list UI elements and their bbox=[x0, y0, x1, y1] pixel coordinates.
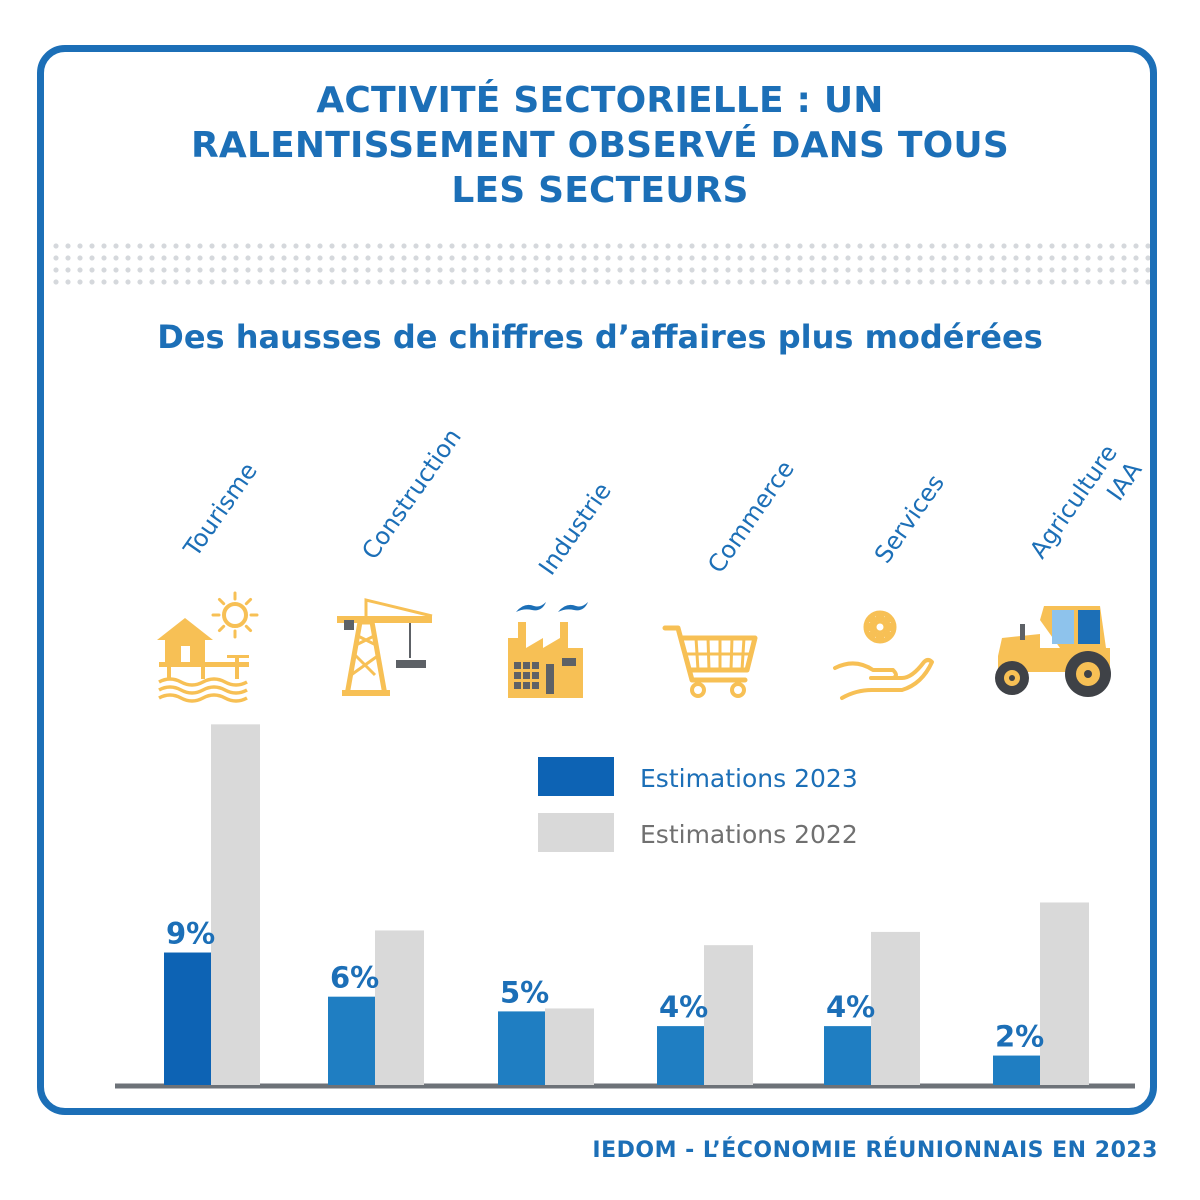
category-label-0: Tourisme bbox=[178, 457, 263, 562]
title-line-3: LES SECTEURS bbox=[451, 170, 749, 211]
category-label-text: Construction bbox=[356, 423, 467, 564]
footer-credit: IEDOM - L’ÉCONOMIE RÉUNIONNAIS EN 2023 bbox=[592, 1138, 1158, 1163]
bar-2022-0 bbox=[211, 724, 260, 1085]
bar-2023-2 bbox=[498, 1011, 545, 1085]
value-label-0: 9% bbox=[166, 917, 215, 951]
bar-2023-0 bbox=[164, 952, 211, 1085]
beach-house-icon bbox=[157, 591, 259, 703]
bar-2023-5 bbox=[993, 1055, 1040, 1085]
legend-label-2023: Estimations 2023 bbox=[640, 764, 858, 793]
value-label-4: 4% bbox=[826, 990, 875, 1024]
factory-icon bbox=[508, 602, 588, 698]
category-label-text: Commerce bbox=[702, 455, 800, 578]
value-label-5: 2% bbox=[995, 1020, 1044, 1054]
bar-2023-4 bbox=[824, 1026, 871, 1085]
category-label-text: Agriculture bbox=[1024, 439, 1123, 563]
title-line-1: ACTIVITÉ SECTORIELLE : UN bbox=[316, 80, 884, 121]
category-label-text: Services bbox=[869, 469, 950, 568]
value-label-2: 5% bbox=[500, 975, 549, 1009]
dotted-divider bbox=[50, 240, 1150, 288]
bar-2022-4 bbox=[871, 931, 920, 1085]
bar-2022-2 bbox=[545, 1008, 594, 1085]
shopping-cart-icon bbox=[662, 625, 758, 698]
bar-2022-5 bbox=[1040, 902, 1089, 1085]
category-label-2: Industrie bbox=[533, 477, 617, 580]
card-frame bbox=[37, 45, 1157, 1115]
chart-subtitle: Des hausses de chiffres d’affaires plus … bbox=[157, 318, 1043, 356]
value-label-1: 6% bbox=[330, 961, 379, 995]
category-label-text: Industrie bbox=[533, 477, 617, 580]
tractor-icon bbox=[995, 606, 1111, 697]
legend-label-2022: Estimations 2022 bbox=[640, 820, 858, 849]
bar-2023-1 bbox=[328, 996, 375, 1085]
legend-swatch-2022 bbox=[538, 813, 614, 852]
crane-icon bbox=[337, 598, 433, 696]
category-label-4: Services bbox=[869, 469, 950, 568]
title-line-2: RALENTISSEMENT OBSERVÉ DANS TOUS bbox=[191, 125, 1009, 166]
gear-hand-icon bbox=[833, 610, 934, 700]
category-label-text: Tourisme bbox=[178, 457, 263, 562]
category-label-3: Commerce bbox=[702, 455, 800, 578]
category-label-1: Construction bbox=[356, 423, 467, 564]
bar-2022-3 bbox=[704, 945, 753, 1085]
value-label-3: 4% bbox=[659, 990, 708, 1024]
bar-2022-1 bbox=[375, 930, 424, 1085]
bar-2023-3 bbox=[657, 1026, 704, 1085]
page-title: ACTIVITÉ SECTORIELLE : UN RALENTISSEMENT… bbox=[100, 78, 1100, 213]
legend-swatch-2023 bbox=[538, 757, 614, 796]
